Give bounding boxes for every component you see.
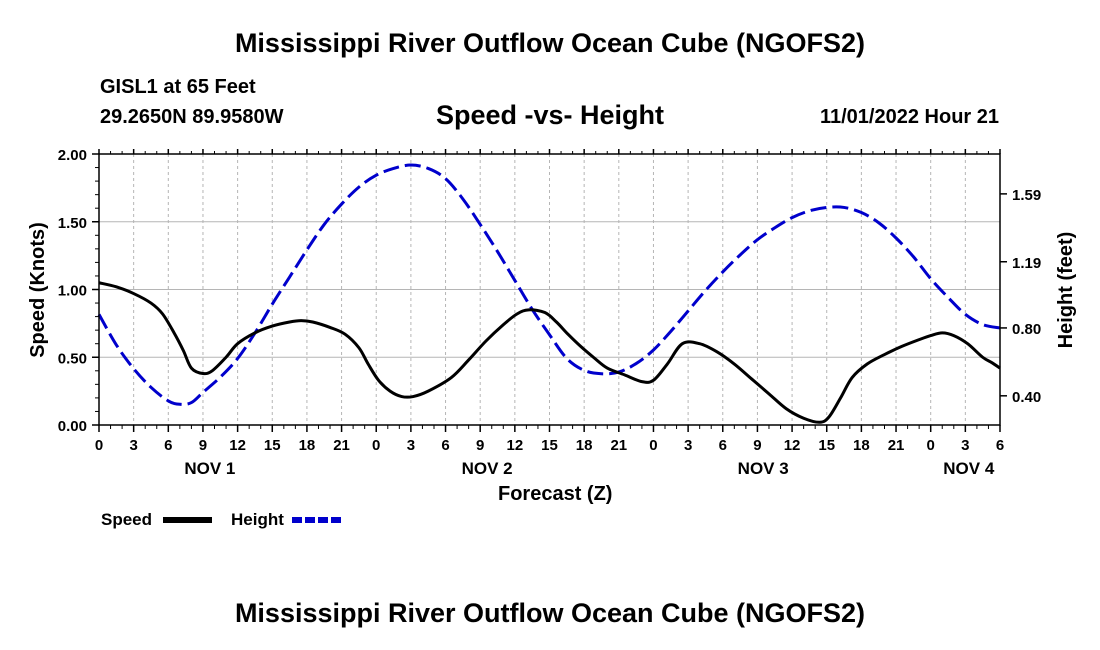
x-tick-label: 21 [888,437,905,454]
series-line-height [97,163,1001,406]
series-lines [97,163,1001,424]
chart-main-title-repeat: Mississippi River Outflow Ocean Cube (NG… [234,598,866,628]
x-day-label: NOV 3 [738,459,789,478]
x-tick-label: 18 [853,437,870,454]
x-tick-label: 0 [649,437,657,454]
x-tick-label: 3 [961,437,969,454]
x-tick-label: 6 [441,437,449,454]
x-tick-label: 15 [264,437,281,454]
y-tick-label-left: 2.00 [58,147,87,164]
grid-lines [99,154,1000,425]
y-axis-label-left: Speed (Knots) [27,222,49,358]
x-tick-label: 12 [229,437,246,454]
y-tick-label-right: 0.80 [1012,321,1041,338]
forecast-timestamp: 11/01/2022 Hour 21 [819,106,999,128]
x-tick-label: 0 [95,437,103,454]
chart-subtitle: Speed -vs- Height [435,100,665,130]
axes: 0.00 0.50 1.00 1.50 2.00 0.40 0.80 1.19 1.59 0 3 6 9… [58,147,1041,478]
x-tick-label: 21 [610,437,627,454]
y-tick-label-right: 1.59 [1012,187,1041,204]
legend-label-height: Height [231,510,284,529]
x-day-label: NOV 4 [943,459,995,478]
x-day-label: NOV 2 [462,459,513,478]
x-tick-label: 18 [576,437,593,454]
x-tick-label: 0 [927,437,935,454]
x-tick-label: 12 [784,437,801,454]
x-tick-label: 9 [199,437,207,454]
x-tick-label: 3 [684,437,692,454]
series-line-speed [98,281,1001,424]
x-tick-label: 3 [129,437,137,454]
y-tick-label-left: 0.50 [58,350,87,367]
legend-label-speed: Speed [101,510,152,529]
x-tick-label: 15 [541,437,558,454]
y-tick-label-right: 1.19 [1012,255,1041,272]
x-tick-label: 6 [164,437,172,454]
chart-main-title: Mississippi River Outflow Ocean Cube (NG… [234,28,866,58]
x-day-label: NOV 1 [184,459,235,478]
x-tick-label: 18 [299,437,316,454]
y-tick-label-left: 1.00 [58,283,87,300]
x-tick-label: 6 [996,437,1004,454]
x-tick-label: 12 [507,437,524,454]
station-name: GISL1 at 65 Feet [100,76,256,98]
x-axis-label: Forecast (Z) [498,483,612,505]
x-tick-label: 15 [818,437,835,454]
chart-legend: Speed Height [101,510,342,529]
y-tick-label-left: 0.00 [58,418,87,435]
x-tick-label: 9 [476,437,484,454]
y-axis-label-right: Height (feet) [1055,232,1077,349]
x-tick-label: 0 [372,437,380,454]
station-coordinates: 29.2650N 89.9580W [100,106,284,128]
y-tick-label-right: 0.40 [1012,389,1041,406]
x-tick-label: 6 [719,437,727,454]
x-tick-label: 3 [407,437,415,454]
x-tick-label: 21 [333,437,350,454]
y-tick-label-left: 1.50 [58,215,87,232]
x-tick-label: 9 [753,437,761,454]
